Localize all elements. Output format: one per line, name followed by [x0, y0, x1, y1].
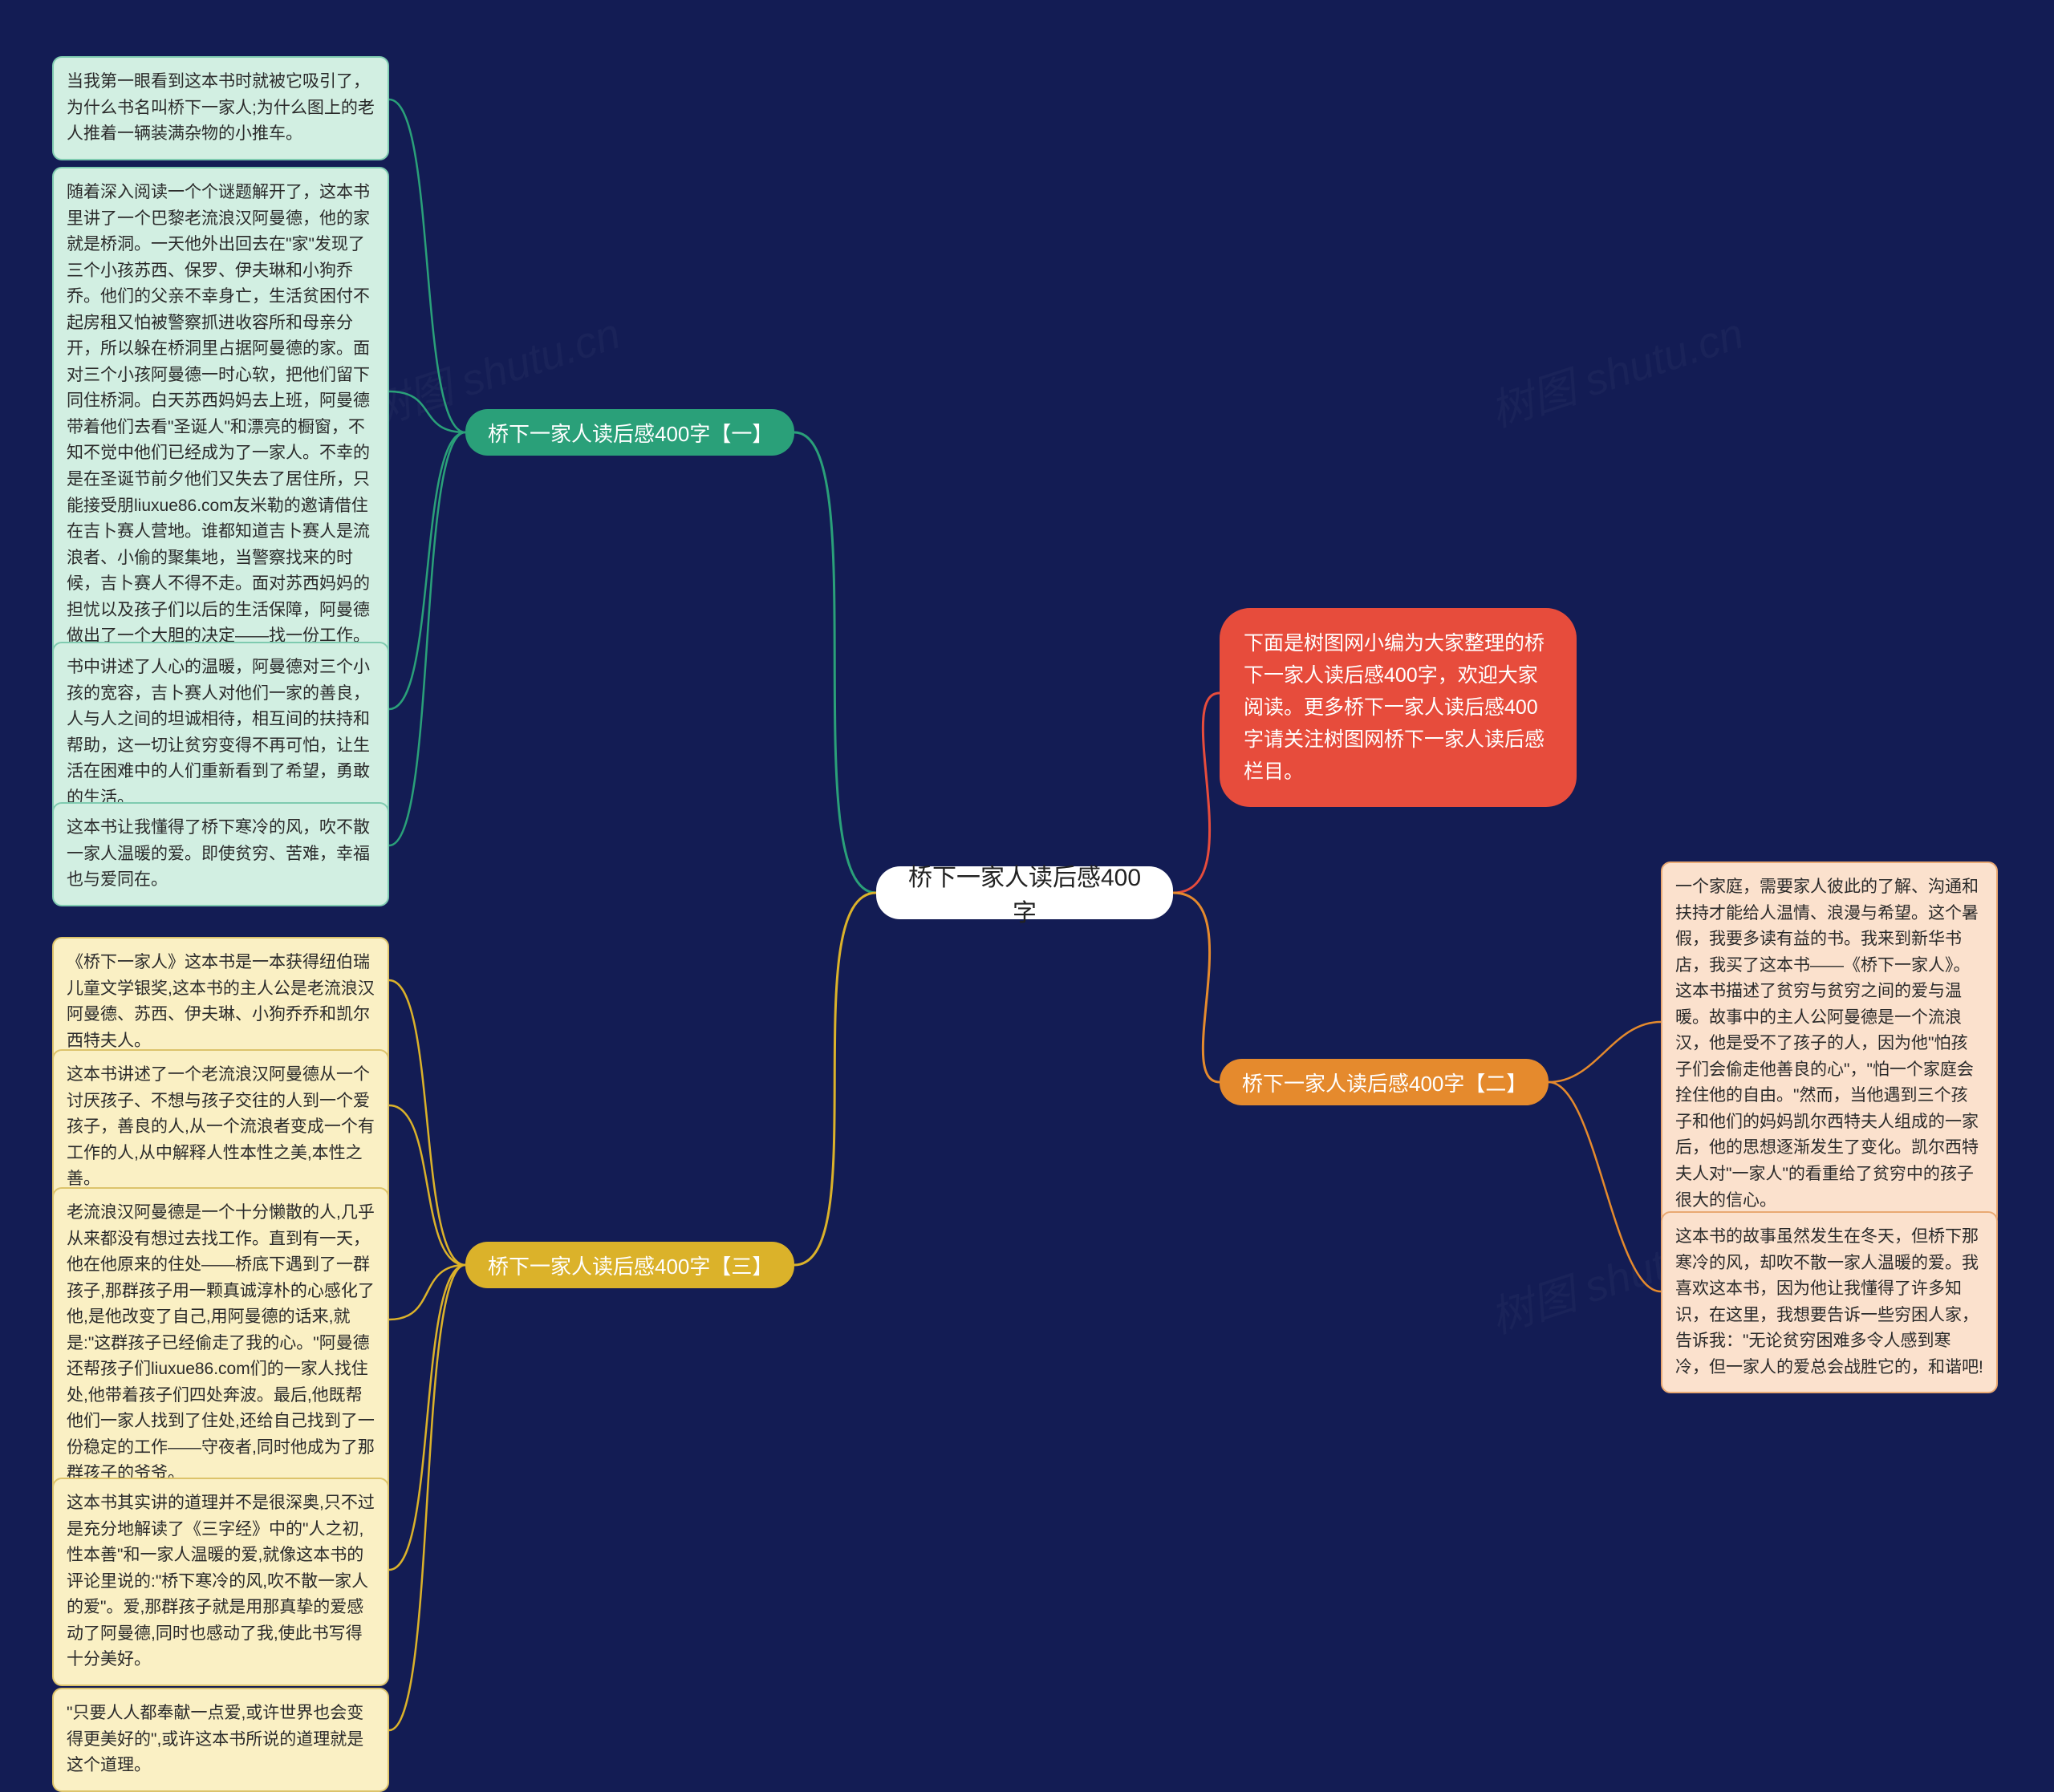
leaf-b3-1[interactable]: 这本书讲述了一个老流浪汉阿曼德从一个讨厌孩子、不想与孩子交往的人到一个爱孩子，善…	[52, 1049, 389, 1206]
intro-text: 下面是树图网小编为大家整理的桥下一家人读后感400字，欢迎大家阅读。更多桥下一家…	[1244, 627, 1553, 788]
leaf-b2-0[interactable]: 一个家庭，需要家人彼此的了解、沟通和扶持才能给人温情、浪漫与希望。这个暑假，我要…	[1661, 862, 1998, 1226]
watermark: 树图 shutu.cn	[1481, 298, 1751, 439]
branch-1[interactable]: 桥下一家人读后感400字【一】	[465, 409, 794, 456]
leaf-b1-3[interactable]: 这本书让我懂得了桥下寒冷的风，吹不散一家人温暖的爱。即使贫穷、苦难，幸福也与爱同…	[52, 802, 389, 906]
branch-1-label: 桥下一家人读后感400字【一】	[488, 418, 772, 448]
intro-node[interactable]: 下面是树图网小编为大家整理的桥下一家人读后感400字，欢迎大家阅读。更多桥下一家…	[1220, 608, 1577, 807]
root-label: 桥下一家人读后感400字	[899, 857, 1151, 928]
leaf-b1-1[interactable]: 随着深入阅读一个个谜题解开了，这本书里讲了一个巴黎老流浪汉阿曼德，他的家就是桥洞…	[52, 167, 389, 715]
branch-3-label: 桥下一家人读后感400字【三】	[488, 1251, 772, 1280]
branch-2[interactable]: 桥下一家人读后感400字【二】	[1220, 1059, 1549, 1105]
branch-2-label: 桥下一家人读后感400字【二】	[1242, 1068, 1526, 1097]
leaf-b3-2[interactable]: 老流浪汉阿曼德是一个十分懒散的人,几乎从来都没有想过去找工作。直到有一天，他在他…	[52, 1187, 389, 1500]
branch-3[interactable]: 桥下一家人读后感400字【三】	[465, 1242, 794, 1288]
leaf-b3-4[interactable]: "只要人人都奉献一点爱,或许世界也会变得更美好的",或许这本书所说的道理就是这个…	[52, 1688, 389, 1792]
leaf-b2-1[interactable]: 这本书的故事虽然发生在冬天，但桥下那寒冷的风，却吹不散一家人温暖的爱。我喜欢这本…	[1661, 1211, 1998, 1393]
leaf-b1-0[interactable]: 当我第一眼看到这本书时就被它吸引了，为什么书名叫桥下一家人;为什么图上的老人推着…	[52, 56, 389, 160]
leaf-b1-2[interactable]: 书中讲述了人心的温暖，阿曼德对三个小孩的宽容，吉卜赛人对他们一家的善良，人与人之…	[52, 642, 389, 824]
leaf-b3-0[interactable]: 《桥下一家人》这本书是一本获得纽伯瑞儿童文学银奖,这本书的主人公是老流浪汉阿曼德…	[52, 937, 389, 1067]
leaf-b3-3[interactable]: 这本书其实讲的道理并不是很深奥,只不过是充分地解读了《三字经》中的"人之初,性本…	[52, 1478, 389, 1686]
root-node[interactable]: 桥下一家人读后感400字	[876, 866, 1173, 919]
